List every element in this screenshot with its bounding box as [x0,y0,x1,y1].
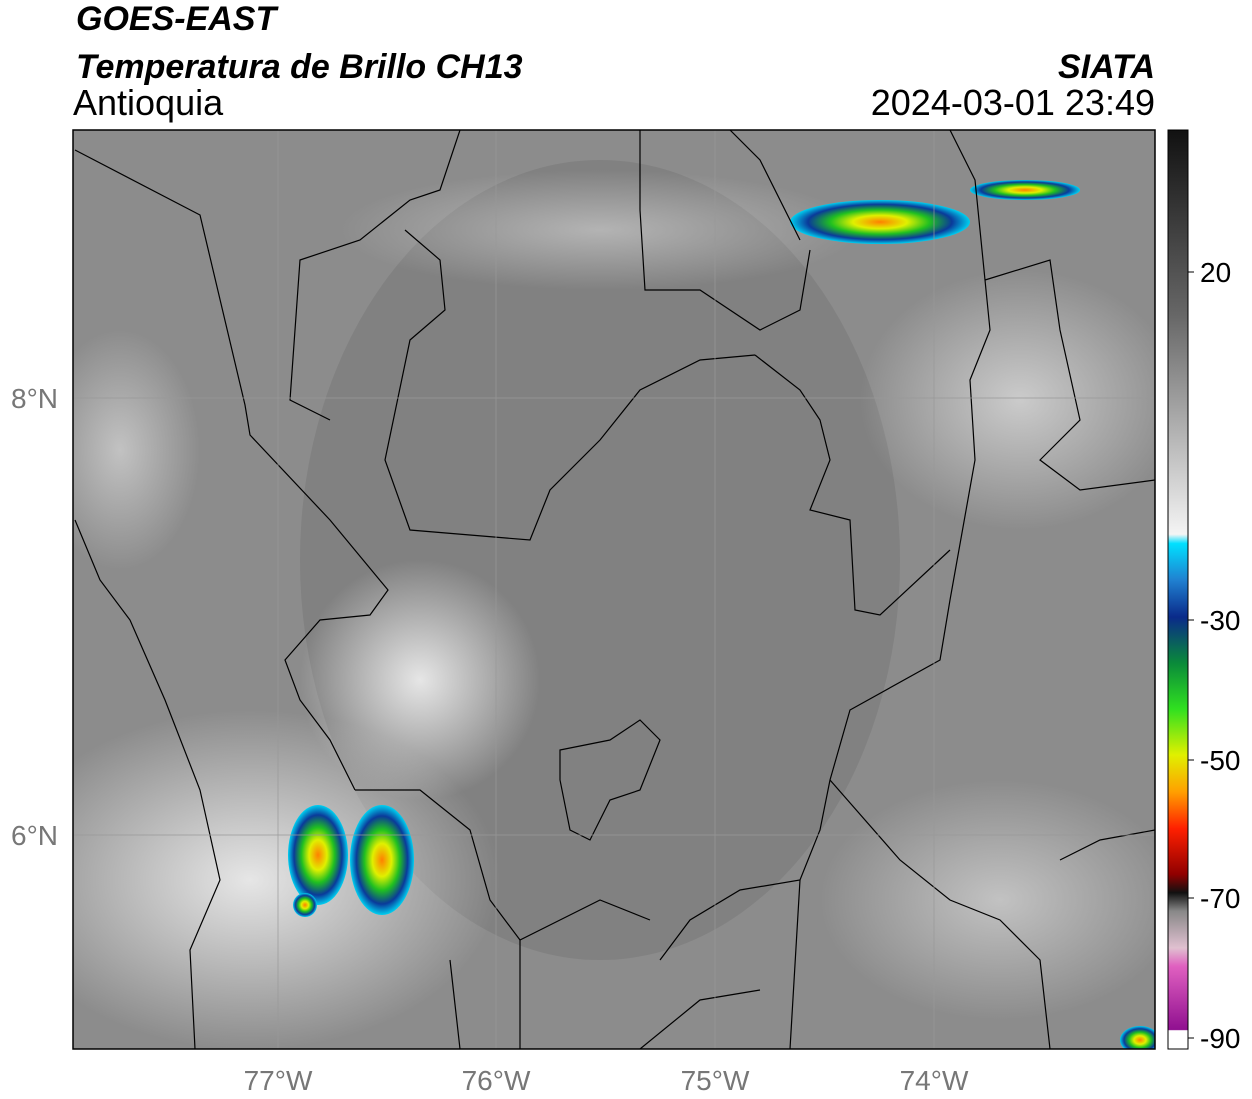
colorbar-tick-label: -30 [1200,605,1240,636]
longitude-label: 77°W [244,1065,313,1096]
map-frame [72,129,1156,1050]
colorbar [1167,129,1189,1050]
colorbar-tick-label: -90 [1200,1023,1240,1054]
product-title: Temperatura de Brillo CH13 [76,48,523,86]
organization: SIATA [1058,48,1155,86]
latitude-label: 8°N [11,383,58,414]
colorbar-tick-label: 20 [1200,257,1231,288]
axis-labels: 8°N 6°N 77°W 76°W 75°W 74°W [11,383,969,1096]
colorbar-labels: 20 -30 -50 -70 -90 [1188,257,1240,1054]
longitude-label: 74°W [900,1065,969,1096]
region-title: Antioquia [73,82,224,123]
satellite-title: GOES-EAST [76,0,279,38]
longitude-label: 76°W [462,1065,531,1096]
map-image [73,130,1155,1049]
datetime: 2024-03-01 23:49 [871,82,1155,123]
longitude-label: 75°W [681,1065,750,1096]
latitude-label: 6°N [11,820,58,851]
colorbar-tick-label: -50 [1200,745,1240,776]
colorbar-tick-label: -70 [1200,883,1240,914]
